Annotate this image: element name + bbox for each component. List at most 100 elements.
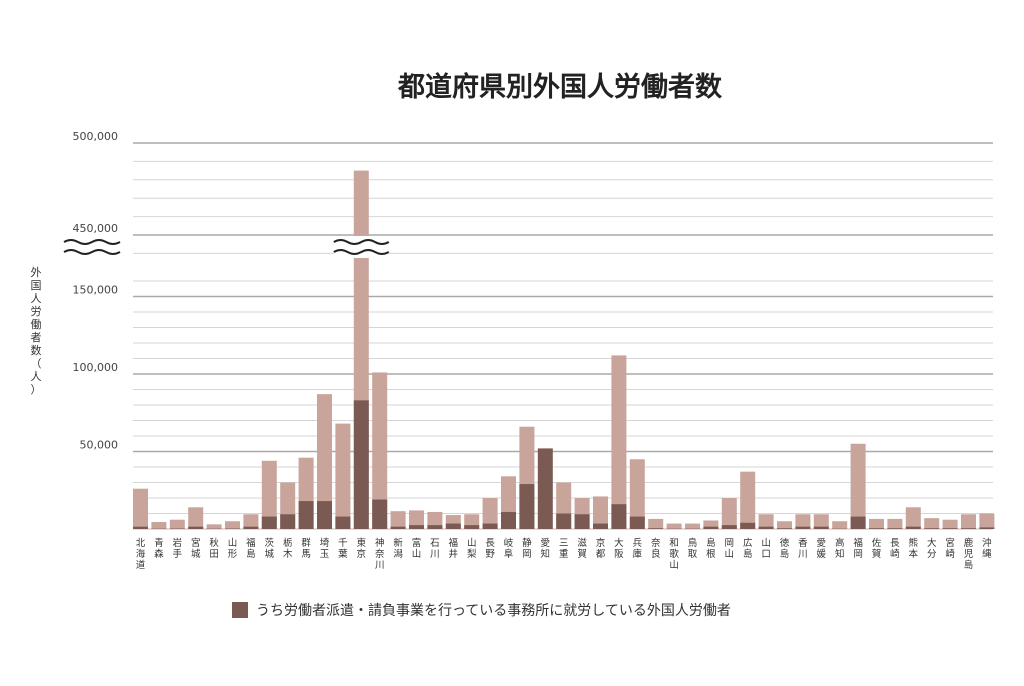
axis-break-marks [64,236,389,258]
x-tick-label-36: 香川 [798,538,808,560]
x-tick-label-12: 東京 [357,537,367,560]
x-tick-label-31: 島根 [706,537,716,560]
y-axis-title: 外国人労働者数（人） [31,266,42,396]
x-tick-label-34: 山口 [761,538,771,560]
bar-dispatch-19 [483,524,498,529]
legend-label: うち労働者派遣・請負事業を行っている事務所に就労している外国人労働者 [256,603,731,619]
bar-dispatch-35 [777,528,792,529]
y-tick-label-0: 50,000 [80,439,119,452]
bar-total-2 [170,520,185,529]
x-tick-label-17: 福井 [449,537,459,560]
x-tick-label-19: 長野 [485,538,495,560]
legend-swatch [232,602,248,618]
bar-dispatch-39 [851,517,866,529]
y-tick-label-4: 500,000 [73,130,119,143]
bar-total-40 [869,519,884,529]
chart-title: 都道府県別外国人労働者数 [397,71,723,103]
x-tick-label-3: 宮城 [191,537,201,560]
bar-total-3 [188,507,203,529]
x-tick-label-41: 長崎 [890,538,900,560]
bar-total-32 [722,498,737,529]
x-tick-label-24: 滋賀 [577,537,587,560]
bar-total-39 [851,444,866,529]
x-tick-label-21: 静岡 [522,537,532,560]
bar-total-5 [225,521,240,529]
bar-dispatch-46 [979,527,994,529]
x-tick-label-2: 岩手 [173,537,183,560]
bar-total-4 [207,524,222,529]
bar-total-11 [335,424,350,529]
x-tick-label-10: 埼玉 [320,537,330,560]
y-axis-label: 外国人労働者数（人） [31,266,42,396]
x-tick-label-5: 山形 [228,538,238,560]
bar-dispatch-9 [299,501,314,529]
axis-break-tokyo [334,236,389,258]
x-tick-label-44: 宮崎 [945,537,955,560]
bar-dispatch-23 [556,514,571,530]
bar-dispatch-41 [887,528,902,529]
x-tick-label-22: 愛知 [541,537,551,560]
bar-dispatch-7 [262,517,277,529]
bar-dispatch-26 [611,504,626,529]
bar-dispatch-11 [335,517,350,529]
bar-dispatch-15 [409,525,424,529]
axis-break-left [64,236,120,258]
x-tick-label-8: 栃木 [283,537,293,560]
x-tick-label-33: 広島 [743,537,753,560]
y-tick-label-3: 450,000 [73,222,119,235]
bar-dispatch-10 [317,501,332,529]
bar-dispatch-13 [372,500,387,529]
bar-dispatch-31 [703,527,718,529]
bar-dispatch-21 [519,484,534,529]
x-tick-label-35: 徳島 [780,537,790,560]
x-tick-label-16: 石川 [430,538,440,560]
bar-dispatch-42 [906,527,921,529]
bar-total-28 [648,519,663,529]
bar-total-30 [685,524,700,529]
bar-total-29 [667,524,682,529]
x-tick-label-37: 愛媛 [817,537,827,560]
bar-dispatch-28 [648,528,663,529]
bar-total-38 [832,521,847,529]
x-tick-label-46: 沖縄 [982,537,992,560]
x-tick-label-38: 高知 [835,537,845,560]
bar-dispatch-18 [464,525,479,529]
bar-total-14 [391,511,406,529]
x-tick-label-27: 兵庫 [633,537,643,560]
x-tick-label-29: 和歌山 [669,538,679,571]
x-tick-label-9: 群馬 [301,537,311,560]
bar-dispatch-6 [243,527,258,529]
bar-total-45 [961,514,976,529]
bar-dispatch-40 [869,528,884,529]
x-tick-label-7: 茨城 [265,537,275,560]
x-tick-label-43: 大分 [927,537,937,560]
y-tick-label-2: 150,000 [73,284,119,297]
bar-dispatch-16 [427,525,442,529]
bar-total-1 [151,522,166,529]
bar-dispatch-8 [280,514,295,529]
bar-dispatch-25 [593,524,608,529]
bar-dispatch-45 [961,528,976,529]
legend: うち労働者派遣・請負事業を行っている事務所に就労している外国人労働者 [232,602,731,619]
bar-dispatch-33 [740,523,755,529]
bar-total-44 [943,520,958,529]
x-tick-label-23: 三重 [559,538,569,560]
bar-dispatch-3 [188,527,203,529]
x-tick-label-32: 岡山 [725,538,735,560]
bar-total-42 [906,507,921,529]
x-tick-label-6: 福島 [246,537,256,560]
bar-dispatch-27 [630,517,645,529]
bar-dispatch-0 [133,527,148,529]
bar-dispatch-22 [538,448,553,529]
bar-dispatch-37 [814,527,829,529]
x-tick-label-45: 鹿児島 [964,537,974,571]
x-tick-label-42: 熊本 [909,537,919,560]
bar-total-33 [740,472,755,529]
x-tick-label-28: 奈良 [651,537,661,560]
bar-dispatch-34 [759,527,774,529]
x-tick-label-0: 北海道 [136,538,146,571]
x-tick-label-13: 神奈川 [375,537,385,571]
